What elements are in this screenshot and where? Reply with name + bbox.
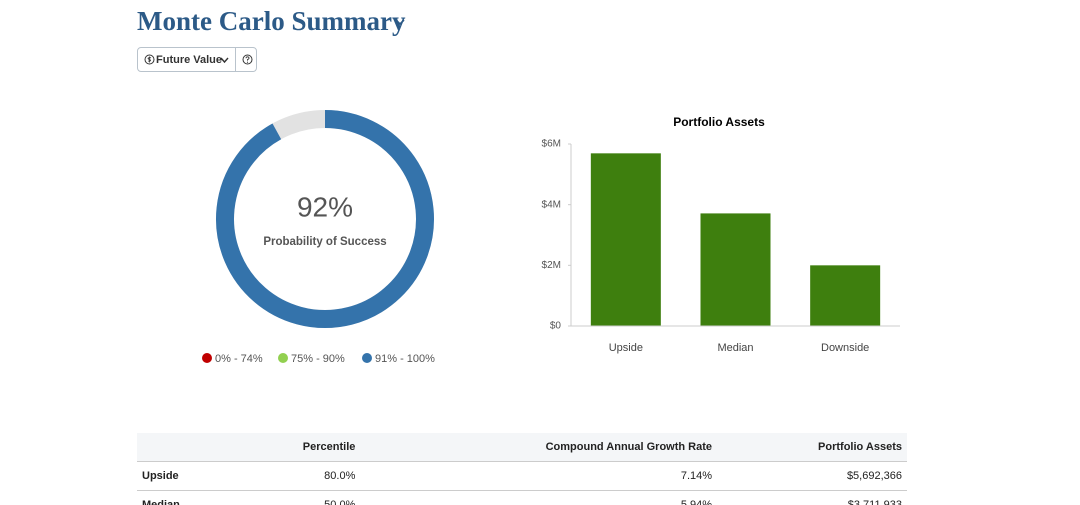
table-cell: $5,692,366 bbox=[717, 461, 907, 491]
dropdown-label: Future Value bbox=[156, 54, 223, 66]
table-cell: 5.94% bbox=[360, 490, 718, 505]
corner-cell bbox=[137, 433, 234, 462]
table-cell: 7.14% bbox=[360, 461, 718, 491]
x-tick-label: Upside bbox=[609, 342, 643, 354]
bar bbox=[700, 213, 771, 326]
value-dropdown[interactable]: Future Value bbox=[137, 47, 257, 72]
column-header: Percentile bbox=[233, 433, 361, 462]
legend-label: 75% - 90% bbox=[291, 353, 345, 365]
dropdown-caret bbox=[220, 57, 229, 64]
y-tick-label: $6M bbox=[542, 139, 561, 150]
legend-dot bbox=[278, 353, 288, 363]
table-cell: $3,711,933 bbox=[717, 490, 907, 505]
row-label: Upside bbox=[137, 461, 234, 491]
x-tick-label: Downside bbox=[821, 342, 869, 354]
donut-subtitle: Probability of Success bbox=[263, 236, 386, 248]
y-tick-label: $4M bbox=[542, 199, 561, 210]
help-icon[interactable] bbox=[242, 54, 253, 65]
title-caret[interactable] bbox=[395, 18, 405, 26]
legend-dot bbox=[362, 353, 372, 363]
x-tick-label: Median bbox=[717, 342, 753, 354]
legend-label: 0% - 74% bbox=[215, 353, 263, 365]
currency-icon bbox=[144, 54, 155, 65]
row-label: Median bbox=[137, 490, 234, 505]
bar bbox=[810, 265, 881, 326]
table-cell: 50.0% bbox=[233, 490, 361, 505]
chart-title: Portfolio Assets bbox=[673, 115, 765, 129]
column-header: Portfolio Assets bbox=[717, 433, 907, 462]
page-title[interactable]: Monte Carlo Summary bbox=[137, 6, 406, 36]
table-row: Upside 80.0% 7.14% $5,692,366 bbox=[137, 461, 907, 491]
donut-value: 92% bbox=[297, 191, 353, 222]
y-tick-label: $0 bbox=[550, 321, 562, 332]
legend-label: 91% - 100% bbox=[375, 353, 435, 365]
donut-arc bbox=[216, 110, 434, 328]
legend-dot bbox=[202, 353, 212, 363]
table-cell: 80.0% bbox=[233, 461, 361, 491]
table-row: Median 50.0% 5.94% $3,711,933 bbox=[137, 490, 907, 505]
bar bbox=[590, 153, 661, 326]
column-header: Compound Annual Growth Rate bbox=[360, 433, 718, 462]
y-tick-label: $2M bbox=[542, 260, 561, 271]
summary-table: Percentile Compound Annual Growth Rate Por… bbox=[137, 433, 907, 505]
